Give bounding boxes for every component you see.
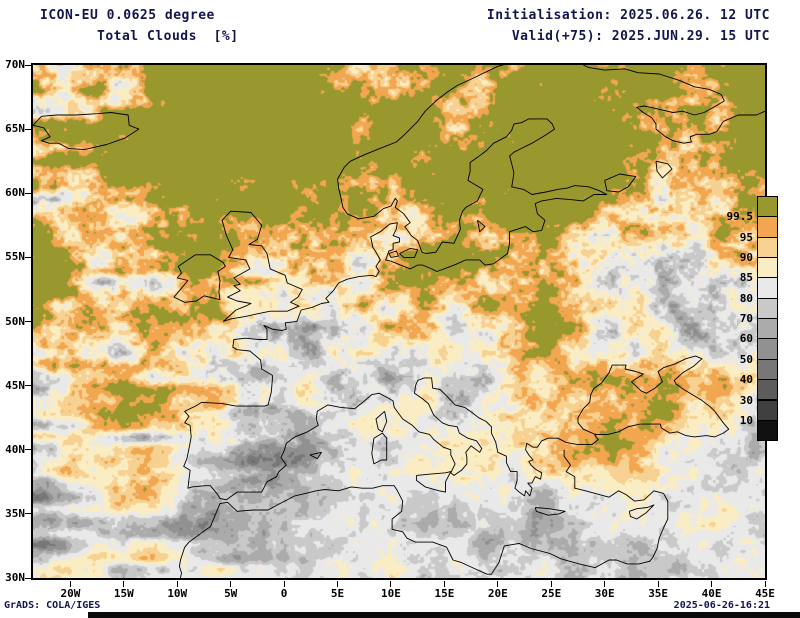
lon-tick-label: 15E (434, 587, 455, 600)
valid-time-label: Valid(+75): 2025.JUN.29. 15 UTC (511, 29, 770, 44)
coastline-gotland (477, 219, 486, 233)
lat-tick-label: 50N (5, 314, 25, 328)
lon-tick-label: 20E (487, 587, 508, 600)
variable-title: Total Clouds [%] (97, 29, 239, 44)
grads-credit: GrADS: COLA/IGES (4, 600, 101, 611)
lat-tick-label: 55N (5, 250, 25, 264)
lon-tick-mark (283, 581, 285, 587)
lon-tick-mark (390, 581, 392, 587)
coastline-sicily (416, 471, 452, 493)
coastline-lake_ladoga (604, 173, 637, 193)
coastline-southeast_europe (364, 355, 730, 497)
coastline-ireland (173, 254, 226, 303)
lon-tick-label: 5E (330, 587, 345, 600)
lon-tick-label: 25E (541, 587, 562, 600)
coastline-sardinia (371, 432, 388, 465)
map-frame (31, 63, 767, 580)
lon-tick-label: 20W (60, 587, 81, 600)
lon-tick-mark (657, 581, 659, 587)
lat-tick-label: 40N (5, 442, 25, 456)
lon-tick-label: 5W (224, 587, 238, 600)
lon-tick-label: 40E (701, 587, 722, 600)
lon-tick-label: 0 (280, 587, 288, 600)
lat-tick-label: 45N (5, 378, 25, 392)
coastline-britain (221, 210, 303, 322)
lon-tick-mark (497, 581, 499, 587)
cloud-cover-field (33, 65, 765, 578)
lon-tick-label: 10W (167, 587, 188, 600)
lat-tick-label: 70N (5, 58, 25, 71)
coastline-cyprus (628, 504, 655, 520)
init-time-label: Initialisation: 2025.06.26. 12 UTC (486, 8, 770, 23)
lon-tick-mark (604, 581, 606, 587)
coastline-funen (388, 250, 399, 258)
model-title: ICON-EU 0.0625 degree (40, 8, 215, 23)
coastline-zealand (399, 247, 419, 258)
coastline-iceland (33, 112, 140, 151)
coastline-crete (534, 507, 566, 516)
lat-tick-label: 65N (5, 122, 25, 136)
lon-tick-mark (337, 581, 339, 587)
coastlines-layer (33, 65, 765, 578)
lon-tick-mark (443, 581, 445, 587)
lon-tick-label: 30E (594, 587, 615, 600)
lon-tick-label: 35E (648, 587, 669, 600)
lon-tick-mark (550, 581, 552, 587)
lon-tick-mark (764, 581, 766, 587)
lat-tick-label: 60N (5, 186, 25, 200)
lon-tick-mark (123, 581, 125, 587)
coastline-corsica (375, 410, 388, 433)
lon-tick-label: 15W (113, 587, 134, 600)
coastline-mediterranean_south (178, 449, 669, 578)
lon-tick-mark (230, 581, 232, 587)
coastline-atlantic_europe (183, 65, 608, 501)
lon-tick-mark (69, 581, 71, 587)
generation-timestamp: 2025-06-26-16:21 (673, 600, 770, 611)
coastline-mallorca (309, 451, 322, 460)
lon-tick-label: 45E (755, 587, 775, 600)
lon-tick-mark (711, 581, 713, 587)
lat-tick-label: 30N (5, 571, 25, 584)
coastline-lake_onega (655, 160, 673, 179)
coastline-kola_whitesea (583, 65, 765, 144)
lat-tick-label: 35N (5, 506, 25, 520)
bottom-edge-bar (88, 612, 800, 618)
lon-tick-mark (176, 581, 178, 587)
lon-tick-label: 10E (381, 587, 401, 600)
